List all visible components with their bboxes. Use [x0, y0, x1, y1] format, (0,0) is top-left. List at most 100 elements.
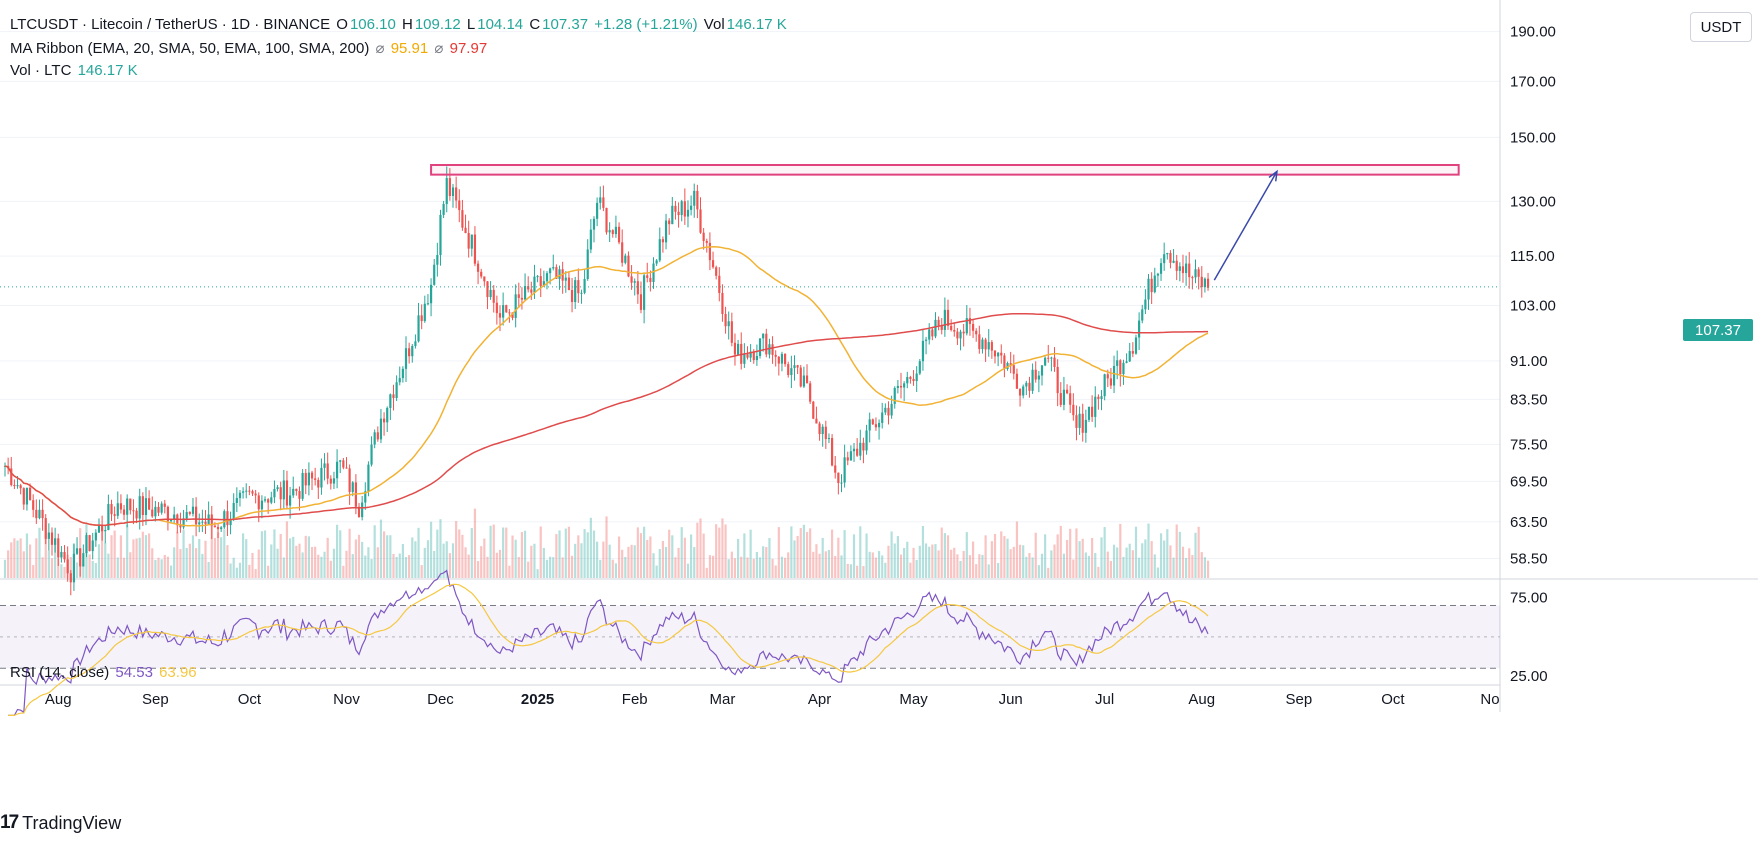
candle-body [652, 263, 655, 282]
ma-ribbon-legend[interactable]: MA Ribbon (EMA, 20, SMA, 50, EMA, 100, S… [10, 39, 489, 57]
candle-body [708, 242, 712, 261]
volume-bar [1159, 533, 1163, 578]
candle-body [476, 263, 480, 272]
volume-bar [1053, 544, 1056, 578]
candle-body [599, 197, 602, 203]
symbol-title[interactable]: LTCUSDT · Litecoin / TetherUS · 1D · BIN… [10, 16, 331, 33]
volume-bar [60, 564, 63, 578]
candle-body [163, 503, 166, 507]
candle-body [1163, 254, 1166, 264]
candle-body [101, 525, 104, 532]
volume-bar [373, 525, 376, 578]
volume-bar [818, 553, 821, 578]
volume-bar [840, 555, 843, 578]
volume-value: 146.17 K [77, 62, 138, 79]
volume-bar [527, 561, 530, 578]
rsi-tick-label: 75.00 [1510, 590, 1548, 607]
volume-bar [984, 535, 987, 578]
volume-label: Vol · LTC [10, 62, 72, 79]
candle-body [921, 340, 925, 362]
tradingview-logo[interactable]: 17 TradingView [0, 812, 121, 834]
ma-symbol-icon-2: ⌀ [434, 40, 444, 57]
volume-bar [417, 527, 420, 578]
volume-bar [163, 554, 166, 578]
volume-bar [198, 539, 201, 578]
candle-body [680, 201, 683, 216]
volume-bar [752, 558, 755, 578]
volume-bar [762, 546, 765, 578]
y-tick-label: 115.00 [1510, 248, 1555, 265]
x-tick-label: Jul [1095, 691, 1114, 708]
candle-body [505, 305, 508, 313]
candle-body [674, 205, 677, 212]
volume-bar [423, 547, 426, 578]
volume-bar [1003, 536, 1006, 578]
candle-body [386, 407, 389, 423]
candle-body [60, 551, 63, 558]
volume-bar [1175, 524, 1178, 578]
candle-body [815, 418, 818, 424]
x-tick-label: Jun [999, 691, 1023, 708]
candle-body [671, 205, 674, 225]
volume-bar [370, 559, 373, 578]
volume-bar [314, 546, 317, 578]
candle-body [592, 218, 596, 230]
candle-body [1153, 275, 1156, 293]
candle-body [802, 375, 805, 387]
volume-bar [1022, 545, 1025, 578]
volume-legend[interactable]: Vol · LTC 146.17 K [10, 62, 140, 79]
volume-bar [545, 559, 549, 578]
volume-bar [126, 524, 129, 578]
volume-bar [1125, 547, 1128, 578]
volume-bar [599, 559, 602, 578]
volume-bar [201, 553, 204, 578]
close-label: C [529, 16, 541, 33]
volume-bar [646, 540, 649, 578]
candle-body [868, 419, 871, 431]
candle-body [282, 480, 285, 500]
candle-body [370, 444, 373, 465]
volume-bar [480, 546, 483, 578]
volume-bar [232, 557, 235, 578]
volume-bar [113, 530, 116, 578]
volume-bar [552, 557, 555, 578]
volume-bar [846, 563, 849, 578]
rsi-legend[interactable]: RSI (14, close) 54.53 63.96 [10, 664, 199, 681]
currency-button[interactable]: USDT [1690, 12, 1752, 42]
candle-body [1065, 389, 1069, 394]
candle-body [273, 489, 276, 498]
volume-bar [298, 543, 301, 578]
candle-body [1122, 362, 1125, 375]
volume-bar [1059, 525, 1062, 578]
candle-body [943, 309, 946, 330]
volume-bar [1119, 523, 1122, 578]
volume-bar [195, 548, 198, 578]
volume-bar [1078, 541, 1081, 578]
candle-body [28, 487, 32, 501]
volume-bar [787, 552, 790, 578]
candle-body [834, 465, 837, 473]
volume-bar [160, 559, 163, 578]
x-tick-label: 2025 [521, 691, 554, 708]
candle-body [414, 341, 417, 347]
candle-body [122, 509, 126, 515]
volume-bar [561, 557, 564, 578]
volume-bar [940, 527, 943, 578]
volume-bar [91, 560, 94, 578]
volume-bar [414, 541, 417, 578]
candle-body [718, 275, 721, 293]
candle-body [1091, 406, 1094, 417]
volume-bar [1194, 532, 1197, 578]
volume-bar [88, 554, 91, 578]
candle-body [298, 490, 301, 499]
volume-bar [389, 535, 392, 578]
candle-body [849, 451, 852, 461]
volume-bar [38, 527, 41, 578]
volume-bar [138, 537, 141, 578]
volume-bar [567, 526, 571, 578]
candle-body [295, 488, 298, 491]
volume-bar [476, 561, 480, 578]
candle-body [664, 220, 668, 243]
candle-body [661, 239, 665, 243]
